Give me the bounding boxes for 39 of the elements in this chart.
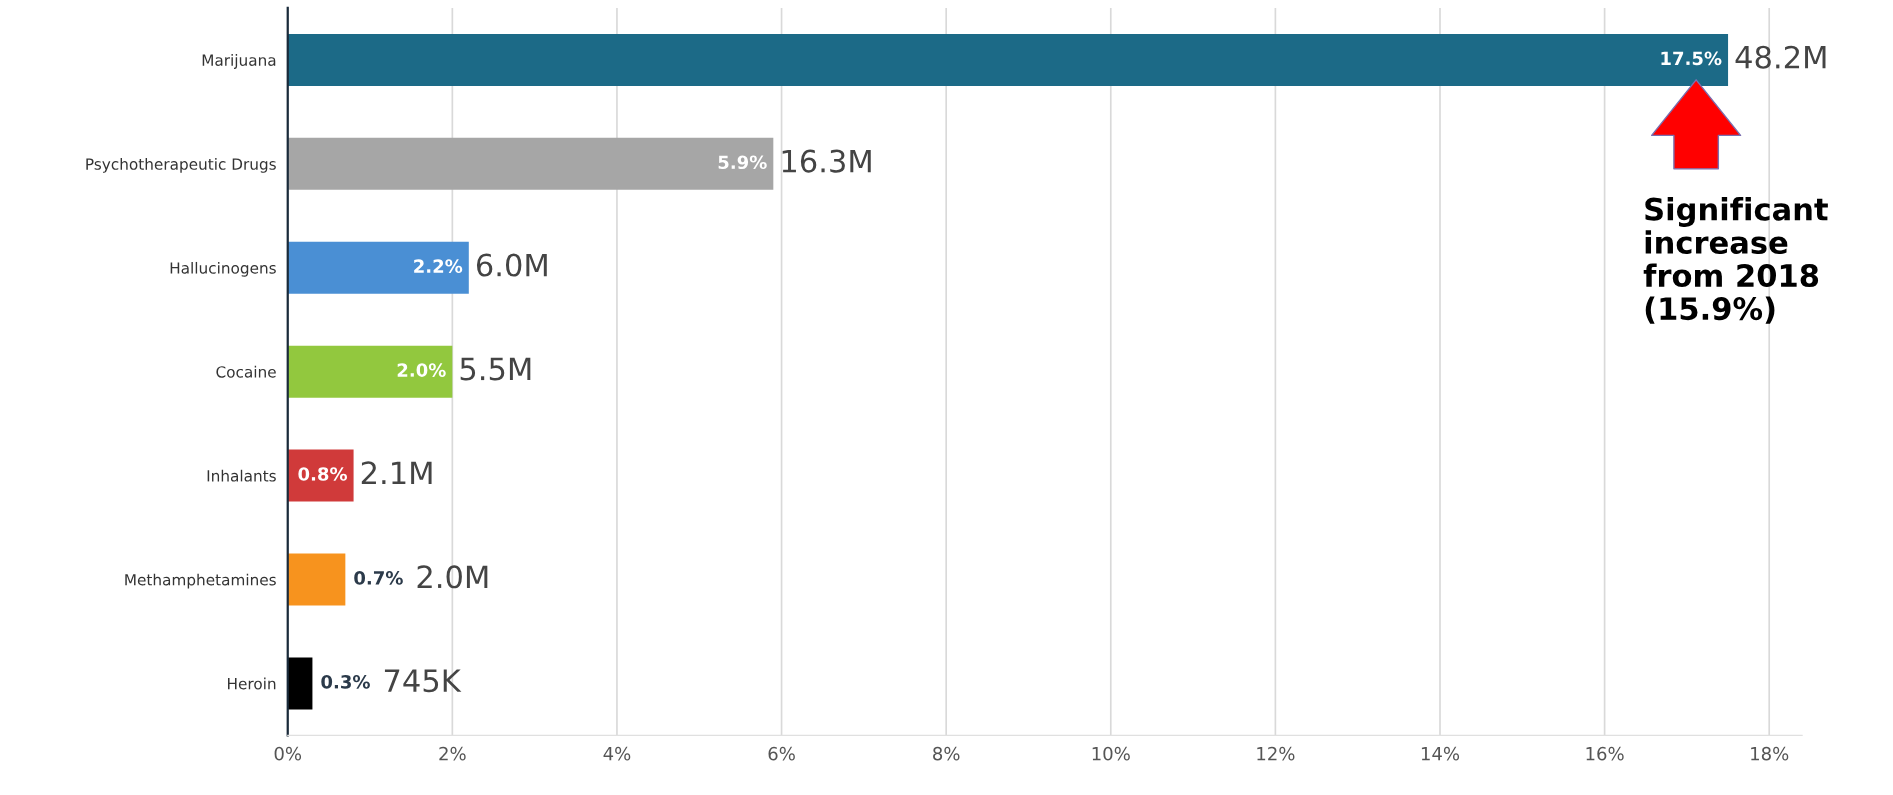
data-label: 0.3% [321,675,370,689]
x-tick-label: 12% [1257,746,1295,761]
annotation: 5.5M [460,357,531,381]
data-label: 0.8% [298,467,348,481]
y-tick-label: Methamphetamines [125,573,276,589]
data-label: 17.5% [1661,51,1722,66]
x-tick-label: 0% [274,746,302,761]
annotation: 48.2M [1735,45,1826,69]
data-label: 2.2% [414,259,463,273]
x-tick-label: 18% [1751,746,1789,761]
bar [287,241,469,294]
y-tick-label: Psychotherapeutic Drugs [86,158,276,173]
x-tick-label: 10% [1092,746,1130,761]
x-tick-label: 14% [1421,746,1460,761]
y-tick-label: Inhalants [207,469,276,482]
data-label: 0.7% [354,571,403,585]
annotation: Significant increase from 2018 (15.9%) [1643,197,1828,324]
annotation: 2.1M [361,461,432,485]
bar [287,553,346,606]
bar [287,137,774,190]
x-tick-label: 4% [603,746,631,761]
bar [287,33,1729,86]
x-tick-label: 8% [933,746,960,761]
x-tick-label: 6% [768,746,795,761]
annotation: 6.0M [476,253,547,277]
bar [287,449,354,502]
data-label: 2.0% [397,363,446,377]
y-tick-label: Hallucinogens [170,261,276,277]
y-tick-label: Marijuana [202,54,276,69]
bar [287,657,313,710]
x-tick-label: 16% [1586,746,1624,761]
y-tick-label: Cocaine [216,365,276,378]
annotation: 745K [384,669,462,693]
bar [287,345,453,398]
data-label: 5.9% [718,155,767,170]
x-tick-label: 2% [439,746,466,761]
annotation: 16.3M [782,149,871,173]
y-tick-label: Heroin [228,677,276,690]
annotation: 2.0M [417,565,488,589]
